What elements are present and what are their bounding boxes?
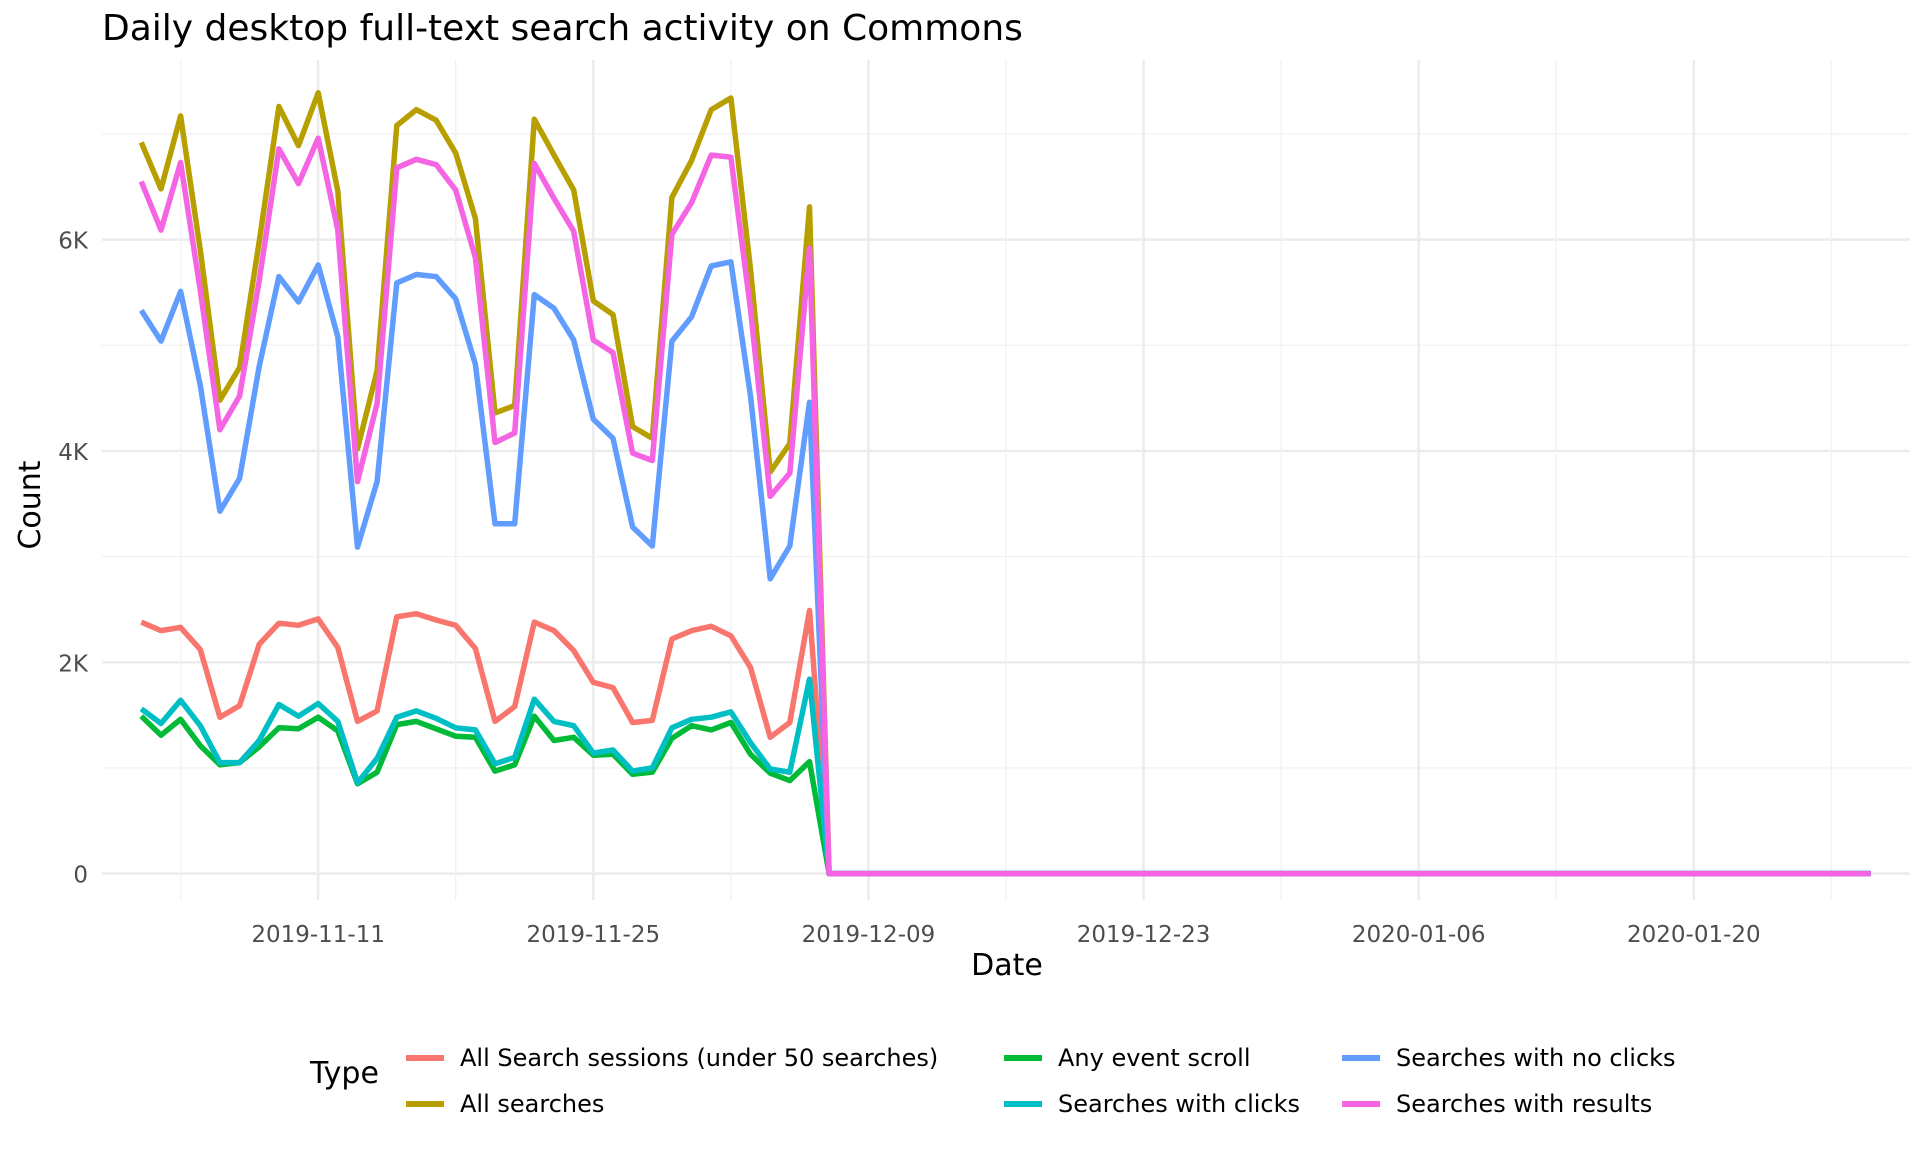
legend-label: Any event scroll (1058, 1044, 1251, 1072)
legend-label: Searches with clicks (1058, 1090, 1301, 1118)
legend-swatch (1004, 1101, 1042, 1107)
legend-swatch (1342, 1101, 1380, 1107)
legend-swatch (406, 1055, 444, 1061)
y-tick-label: 2K (58, 651, 89, 677)
series-searches-with-results-line (138, 135, 1871, 877)
x-tick-label: 2019-12-09 (802, 922, 936, 948)
legend-swatch (1004, 1055, 1042, 1061)
legend-item: Any event scroll (1004, 1044, 1251, 1072)
legend-label: All Search sessions (under 50 searches) (460, 1044, 939, 1072)
y-tick-label: 4K (58, 440, 89, 466)
chart-title: Daily desktop full-text search activity … (102, 8, 1023, 49)
legend-swatch (1342, 1055, 1380, 1061)
x-tick-labels: 2019-11-11 2019-11-25 2019-12-09 2019-12-23… (251, 922, 1760, 948)
x-tick-label: 2019-11-25 (526, 922, 660, 948)
grid (102, 60, 1910, 900)
y-tick-label: 0 (73, 863, 88, 889)
legend-item: All Search sessions (under 50 searches) (406, 1044, 938, 1072)
legend-item: Searches with results (1342, 1090, 1652, 1118)
series-searches-with-clicks-line (139, 676, 1871, 877)
legend-label: All searches (460, 1090, 605, 1118)
series-lines (138, 90, 1871, 877)
series-all-searches-line (138, 90, 1871, 877)
series-any-event-scroll-line (139, 713, 1871, 877)
y-tick-labels: 0 2K 4K 6K (58, 229, 89, 889)
legend: Type All Search sessions (under 50 searc… (300, 1030, 1800, 1130)
legend-label: Searches with results (1396, 1090, 1653, 1118)
x-tick-label: 2019-12-23 (1077, 922, 1211, 948)
legend-label: Searches with no clicks (1396, 1044, 1676, 1072)
legend-item: Searches with clicks (1004, 1090, 1300, 1118)
series-searches-with-no-clicks-line (138, 259, 1871, 877)
series-all-search-sessions-under-50-searches-line (140, 607, 1871, 877)
legend-item: Searches with no clicks (1342, 1044, 1676, 1072)
x-axis-label: Date (971, 948, 1043, 983)
x-tick-label: 2019-11-11 (251, 922, 385, 948)
y-axis-label: Count (13, 460, 48, 549)
legend-title: Type (310, 1056, 379, 1091)
legend-item: All searches (406, 1090, 604, 1118)
x-tick-label: 2020-01-20 (1627, 922, 1761, 948)
legend-swatch (406, 1101, 444, 1107)
y-tick-label: 6K (58, 229, 89, 255)
x-tick-label: 2020-01-06 (1352, 922, 1486, 948)
